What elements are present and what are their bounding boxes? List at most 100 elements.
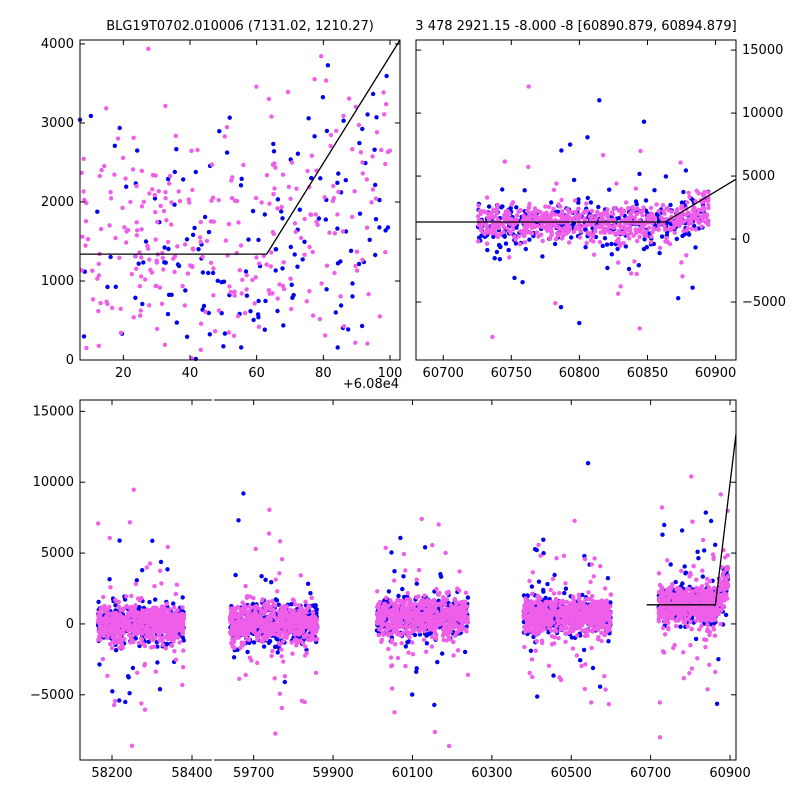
data-point [254,615,259,620]
data-point [555,209,561,214]
data-point [139,168,145,174]
data-point [100,656,106,662]
data-point [405,633,410,638]
data-point [323,333,328,338]
data-point [222,134,227,139]
data-point [265,603,270,608]
data-point [121,606,127,611]
data-point [657,223,662,228]
data-point [203,309,208,315]
data-point [517,242,523,247]
data-point [201,303,207,309]
data-point [676,296,681,301]
data-point [150,622,155,628]
data-point [432,628,437,633]
data-point [437,590,442,596]
data-point [172,605,177,610]
data-point [431,620,436,625]
data-point [491,234,496,239]
data-point [292,252,297,257]
data-point [306,116,311,121]
data-point [128,199,133,205]
data-point [284,635,289,640]
data-point [117,698,122,703]
data-point [637,326,642,331]
data-point [403,568,408,573]
data-point [392,569,397,574]
data-point [96,629,101,634]
data-point [307,627,313,632]
data-point [183,288,188,293]
data-point [623,217,628,223]
data-point [554,181,559,186]
data-point [320,95,326,100]
data-point [484,241,490,246]
data-point [637,171,642,177]
x-tick-label: 60900 [695,366,736,381]
data-point [426,609,432,615]
data-point [526,84,531,89]
data-point [209,162,215,167]
data-point [706,190,711,195]
data-point [239,345,244,350]
data-point [189,148,194,153]
data-point [395,610,400,615]
data-point [287,621,292,626]
data-point [389,550,394,555]
data-point [237,268,242,273]
data-point [686,190,691,195]
data-point [124,594,129,599]
data-point [228,632,234,637]
data-point [162,342,168,347]
data-point [608,230,613,235]
data-point [273,247,279,252]
data-point [364,225,370,230]
data-point [327,230,332,235]
data-point [150,538,155,543]
data-point [505,208,510,213]
data-point [265,629,270,634]
data-point [163,615,168,620]
data-point [232,293,237,298]
data-point [310,634,315,639]
data-point [259,574,264,579]
data-point [155,644,160,649]
data-point [241,162,246,168]
data-point [436,522,441,527]
data-point [275,589,280,594]
data-point [414,581,419,586]
data-point [438,603,443,608]
data-point [190,246,196,251]
data-point [414,669,419,674]
data-point [374,130,380,135]
data-point [259,628,265,633]
data-point [424,649,429,654]
data-point [188,263,193,268]
data-point [585,135,590,140]
data-point [535,694,540,699]
data-point [161,208,167,214]
data-point [273,597,278,602]
data-point [674,236,679,242]
data-point [408,630,413,635]
data-point [128,635,134,641]
data-point [585,195,590,201]
data-point [210,270,216,276]
data-point [108,641,113,647]
data-point [395,598,400,603]
data-point [233,572,238,578]
data-point [630,205,635,211]
data-point [401,574,406,579]
data-point [641,246,647,252]
data-point [452,625,457,630]
data-point [590,213,595,219]
data-point [124,240,129,245]
data-point [116,620,122,625]
data-point [428,615,433,620]
data-point [182,303,187,308]
data-point [567,215,572,220]
data-point [200,270,206,275]
data-point [376,632,381,638]
data-point [681,189,686,195]
data-point [581,647,587,653]
